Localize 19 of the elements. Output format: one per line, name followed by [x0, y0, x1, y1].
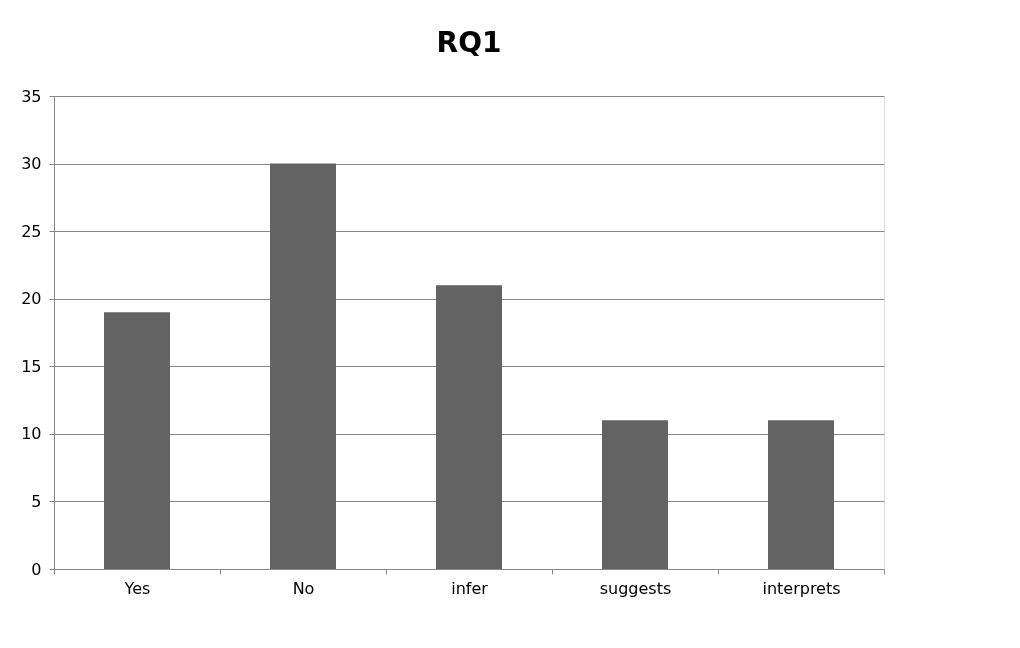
- bar: [104, 312, 170, 569]
- bar: [768, 420, 834, 569]
- y-tick-label: 15: [21, 356, 42, 376]
- y-tick-label: 30: [21, 154, 42, 174]
- y-tick-label: 5: [31, 491, 42, 511]
- y-tick-label: 25: [21, 221, 42, 241]
- y-tick-label: 0: [31, 559, 42, 579]
- y-tick-label: 20: [21, 289, 42, 309]
- x-tick-label: suggests: [599, 578, 672, 598]
- bar: [270, 163, 336, 569]
- bar: [602, 420, 668, 569]
- x-tick-label: No: [292, 578, 315, 598]
- bar: [436, 285, 502, 569]
- y-tick-label: 35: [21, 86, 42, 106]
- y-tick-label: 10: [21, 424, 42, 444]
- chart-title: RQ1: [436, 26, 502, 59]
- x-tick-label: Yes: [123, 578, 151, 598]
- x-tick-label: interprets: [762, 578, 841, 598]
- x-tick-label: infer: [451, 578, 489, 598]
